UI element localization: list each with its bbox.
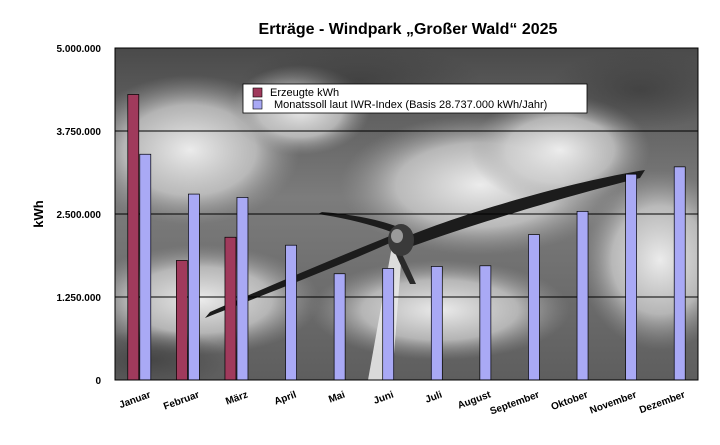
y-axis: 0 1.250.000 2.500.000 3.750.000 5.000.000 xyxy=(57,44,102,387)
x-tick-label: April xyxy=(273,389,298,407)
x-tick-label: November xyxy=(588,389,638,416)
plot-frame xyxy=(114,47,699,381)
x-axis: Januar Februar März April Mai Juni Juli AugustS… xyxy=(118,389,687,417)
chart-title: Erträge - Windpark „Großer Wald“ 2025 xyxy=(259,21,558,38)
x-tick-label: Dezember xyxy=(638,389,687,416)
gridlines xyxy=(115,130,698,298)
legend-swatch-monatssoll xyxy=(252,99,263,110)
x-tick-label: September xyxy=(489,389,541,417)
bar-monatssoll-januar xyxy=(139,153,152,381)
x-tick-label: Juli xyxy=(424,389,444,405)
bar-monatssoll-juni xyxy=(382,268,395,381)
bar-monatssoll-september xyxy=(528,234,540,381)
bar-monatssoll-august xyxy=(479,265,492,381)
bar-erzeugte-märz xyxy=(224,236,237,381)
x-tick-label: Juni xyxy=(372,389,395,406)
bar-monatssoll-april xyxy=(285,244,297,381)
bar-monatssoll-märz xyxy=(236,197,249,381)
y-tick-label: 3.750.000 xyxy=(57,127,102,138)
bar-monatssoll-mai xyxy=(333,273,346,381)
x-tick-label: März xyxy=(224,389,249,407)
x-tick-label: Januar xyxy=(118,389,153,411)
bar-erzeugte-februar xyxy=(176,260,188,381)
y-tick-label: 1.250.000 xyxy=(57,293,102,304)
legend-label-monatssoll: Monatssoll laut IWR-Index (Basis 28.737.… xyxy=(274,99,547,111)
bar-monatssoll-juli xyxy=(430,266,443,381)
bar-monatssoll-november xyxy=(625,173,637,381)
y-axis-label: kWh xyxy=(31,200,46,228)
y-tick-label: 2.500.000 xyxy=(57,210,102,221)
y-tick-label: 5.000.000 xyxy=(57,44,102,55)
x-tick-label: August xyxy=(456,389,493,411)
legend-swatch-erzeugte xyxy=(252,87,263,98)
y-tick-label: 0 xyxy=(95,376,101,387)
legend-box xyxy=(242,83,588,114)
bar-monatssoll-oktober xyxy=(576,210,589,381)
x-tick-label: Mai xyxy=(327,389,347,405)
bars xyxy=(127,94,686,381)
x-tick-label: Oktober xyxy=(550,389,590,412)
legend-label-erzeugte: Erzeugte kWh xyxy=(270,87,339,99)
bar-erzeugte-januar xyxy=(127,94,140,381)
bar-monatssoll-februar xyxy=(188,193,200,381)
bar-monatssoll-dezember xyxy=(673,166,686,381)
x-tick-label: Februar xyxy=(162,389,201,412)
legend: Erzeugte kWh Monatssoll laut IWR-Index (… xyxy=(242,83,588,114)
